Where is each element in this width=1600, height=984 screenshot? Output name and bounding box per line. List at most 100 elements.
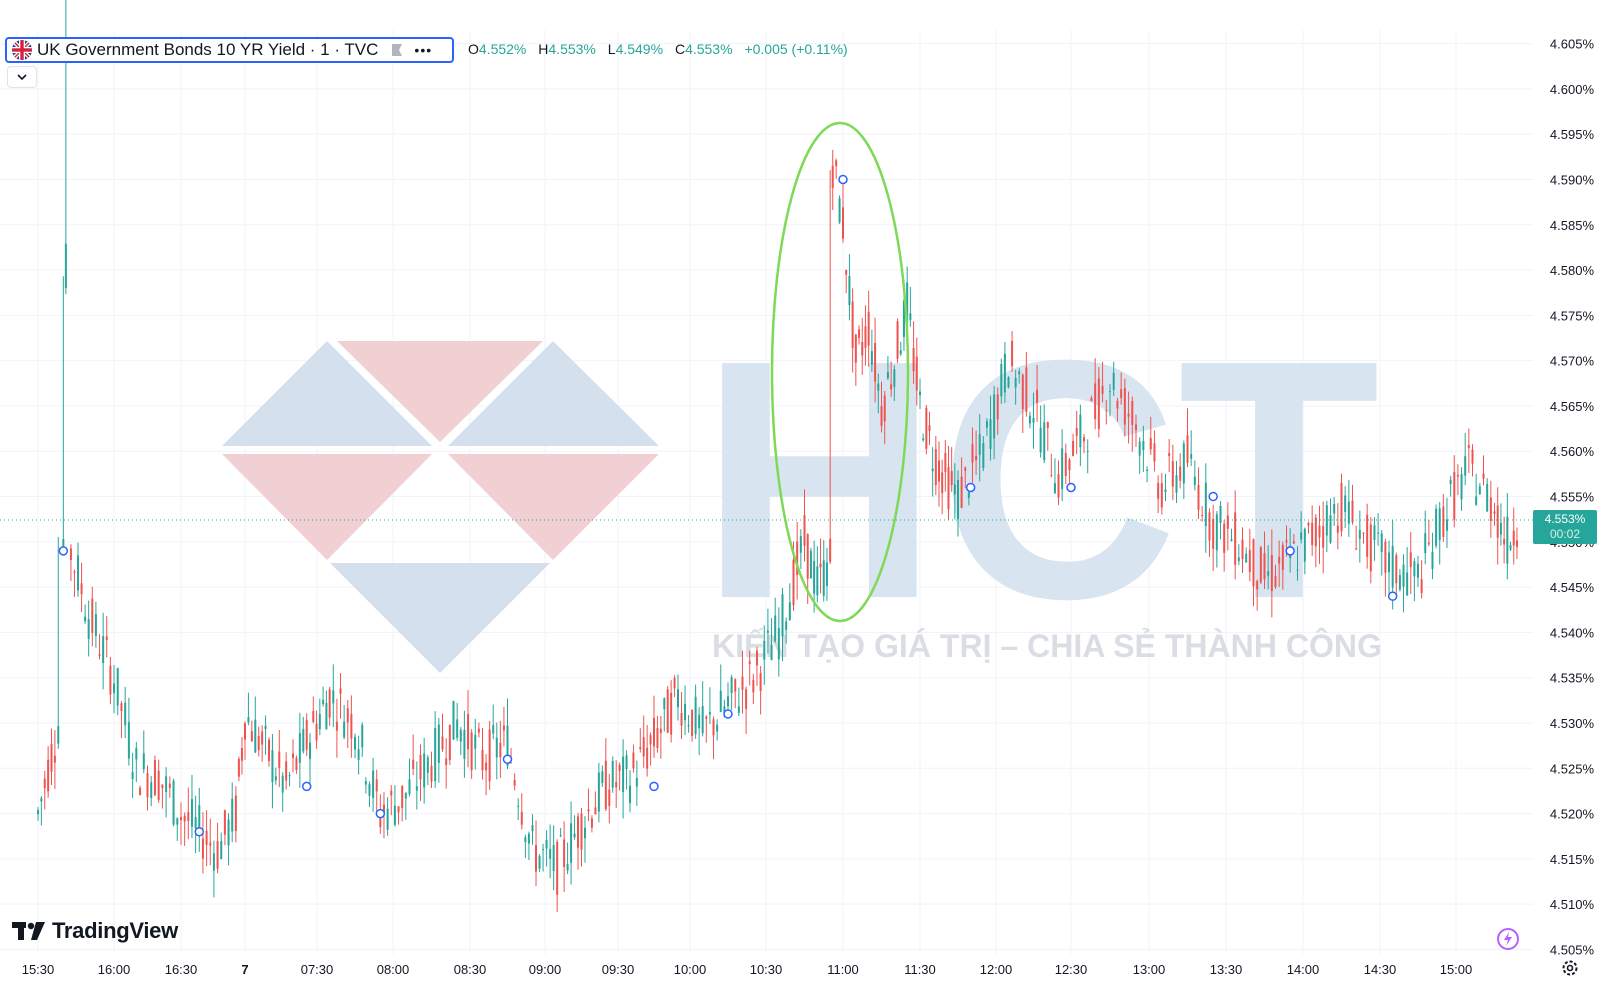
candle bbox=[37, 807, 39, 821]
candle-body bbox=[967, 492, 970, 499]
candle bbox=[629, 770, 631, 813]
candle bbox=[390, 785, 393, 816]
time-tick-label: 12:30 bbox=[1055, 962, 1088, 977]
candle bbox=[261, 725, 264, 762]
candle-body bbox=[915, 356, 918, 391]
candle bbox=[77, 542, 80, 597]
lightning-icon[interactable] bbox=[1497, 928, 1519, 950]
candle bbox=[423, 737, 426, 804]
candle-body bbox=[124, 702, 127, 726]
candle bbox=[1138, 437, 1141, 474]
event-marker bbox=[1066, 482, 1076, 493]
more-options-button[interactable]: ••• bbox=[414, 42, 433, 58]
candle-body bbox=[723, 706, 726, 714]
candle-body bbox=[996, 394, 999, 420]
candle-body bbox=[343, 721, 346, 738]
flag-marker-icon[interactable] bbox=[390, 43, 404, 57]
candle-body bbox=[1201, 515, 1204, 517]
time-tick-label: 08:30 bbox=[454, 962, 487, 977]
candle bbox=[257, 726, 260, 757]
candle-body bbox=[770, 644, 773, 660]
tradingview-logo[interactable]: TradingView bbox=[12, 918, 178, 944]
candle-body bbox=[1270, 554, 1273, 592]
candle bbox=[153, 755, 156, 796]
candle-body bbox=[677, 689, 679, 708]
candle bbox=[545, 830, 548, 867]
candle-body bbox=[712, 719, 715, 736]
price-tick-label: 4.540% bbox=[1550, 625, 1595, 640]
candle-body bbox=[727, 696, 729, 707]
candle bbox=[361, 722, 364, 757]
candle bbox=[1329, 498, 1332, 544]
candle bbox=[1482, 455, 1485, 486]
candle bbox=[1157, 475, 1160, 514]
candle-body bbox=[1486, 483, 1489, 512]
candle bbox=[113, 664, 115, 714]
candle-body bbox=[825, 562, 828, 586]
candle-body bbox=[335, 721, 338, 731]
candle-body bbox=[194, 817, 197, 829]
candle-body bbox=[1509, 545, 1512, 550]
gear-icon[interactable] bbox=[1560, 958, 1580, 978]
candle bbox=[1208, 508, 1211, 557]
candle-body bbox=[1219, 505, 1222, 523]
candle-body bbox=[545, 839, 548, 849]
candle bbox=[459, 727, 462, 756]
candle-body bbox=[646, 747, 649, 769]
candle bbox=[642, 715, 645, 768]
candle-body bbox=[318, 714, 321, 730]
candle bbox=[587, 788, 590, 821]
candle-body bbox=[295, 757, 298, 771]
candle-body bbox=[604, 760, 607, 810]
candle bbox=[1014, 369, 1017, 405]
candle bbox=[573, 815, 576, 840]
candle-body bbox=[1259, 547, 1262, 583]
candle bbox=[368, 781, 371, 808]
grid bbox=[0, 30, 1533, 954]
candle-body bbox=[1362, 532, 1365, 534]
candle-body bbox=[928, 425, 931, 432]
candle bbox=[332, 664, 335, 728]
candle bbox=[1424, 510, 1427, 565]
candle bbox=[941, 459, 944, 515]
candle bbox=[1369, 517, 1372, 584]
candle bbox=[608, 773, 611, 824]
candle bbox=[302, 716, 305, 754]
candle-body bbox=[1438, 508, 1441, 541]
candle-body bbox=[240, 747, 243, 761]
candle bbox=[861, 317, 864, 375]
candle bbox=[492, 704, 495, 740]
candle-body bbox=[278, 751, 281, 768]
candle bbox=[883, 390, 886, 444]
candle bbox=[375, 769, 378, 812]
candle-body bbox=[861, 341, 864, 356]
symbol-header[interactable]: UK Government Bonds 10 YR Yield · 1 · TV… bbox=[5, 37, 454, 63]
candle bbox=[1456, 464, 1459, 496]
candle bbox=[716, 719, 719, 741]
candle bbox=[397, 806, 400, 825]
last-price-tag: 4.553% 00:02 bbox=[1533, 510, 1597, 544]
candle-body bbox=[1025, 367, 1028, 412]
candle bbox=[426, 754, 429, 785]
candle bbox=[69, 544, 72, 582]
candle-body bbox=[708, 712, 711, 715]
candle bbox=[1072, 433, 1075, 457]
candle-body bbox=[1086, 450, 1089, 452]
candle bbox=[477, 722, 480, 738]
candle-body bbox=[809, 550, 812, 579]
candle bbox=[1043, 404, 1046, 464]
candle bbox=[109, 656, 112, 705]
candle bbox=[463, 710, 466, 778]
candle bbox=[1032, 392, 1035, 449]
candle-body bbox=[477, 728, 480, 733]
candle-body bbox=[1036, 389, 1039, 403]
candle bbox=[1226, 502, 1229, 551]
candle-body bbox=[635, 778, 638, 787]
candle-body bbox=[535, 845, 538, 872]
candle-body bbox=[971, 444, 974, 463]
collapse-legend-button[interactable] bbox=[7, 66, 37, 88]
candle bbox=[646, 725, 649, 777]
candle-body bbox=[205, 830, 208, 845]
candle bbox=[1168, 439, 1171, 473]
